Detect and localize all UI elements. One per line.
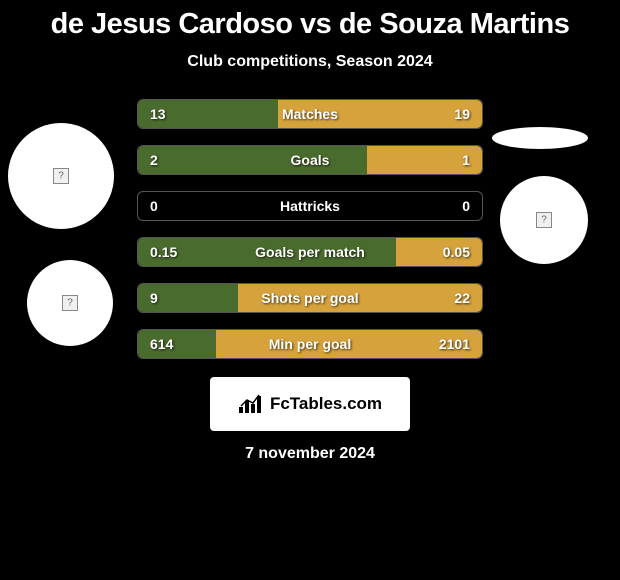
stat-value-left: 9 [150, 290, 158, 306]
stat-value-right: 0 [462, 198, 470, 214]
image-placeholder-icon [536, 212, 552, 228]
subtitle: Club competitions, Season 2024 [0, 53, 620, 71]
player-left-avatar-primary [8, 123, 114, 229]
player-right-avatar-secondary [500, 176, 588, 264]
stat-label: Hattricks [280, 198, 340, 214]
logo-text: FcTables.com [270, 394, 382, 414]
stat-value-right: 1 [462, 152, 470, 168]
stat-value-left: 2 [150, 152, 158, 168]
stat-value-left: 0.15 [150, 244, 177, 260]
stats-list: 13 Matches 19 2 Goals 1 0 Hattricks 0 0.15 Goals p… [137, 99, 483, 359]
stat-row: 2 Goals 1 [137, 145, 483, 175]
stat-value-right: 22 [454, 290, 470, 306]
date-label: 7 november 2024 [0, 445, 620, 463]
stat-row: 13 Matches 19 [137, 99, 483, 129]
stat-value-right: 0.05 [443, 244, 470, 260]
stat-value-left: 0 [150, 198, 158, 214]
comparison-card: de Jesus Cardoso vs de Souza Martins Clu… [0, 0, 620, 580]
stat-value-left: 614 [150, 336, 173, 352]
image-placeholder-icon [53, 168, 69, 184]
player-right-avatar-primary [492, 127, 588, 149]
bar-left [138, 146, 367, 174]
page-title: de Jesus Cardoso vs de Souza Martins [0, 8, 620, 41]
stat-row: 9 Shots per goal 22 [137, 283, 483, 313]
stat-label: Goals [291, 152, 330, 168]
image-placeholder-icon [62, 295, 78, 311]
stat-label: Min per goal [269, 336, 351, 352]
fctables-logo[interactable]: FcTables.com [210, 377, 410, 431]
stat-label: Matches [282, 106, 338, 122]
stat-label: Goals per match [255, 244, 365, 260]
stat-value-left: 13 [150, 106, 166, 122]
stat-label: Shots per goal [261, 290, 358, 306]
stat-row: 614 Min per goal 2101 [137, 329, 483, 359]
stat-row: 0.15 Goals per match 0.05 [137, 237, 483, 267]
stat-value-right: 19 [454, 106, 470, 122]
stat-row: 0 Hattricks 0 [137, 191, 483, 221]
stat-value-right: 2101 [439, 336, 470, 352]
bar-chart-icon [238, 393, 264, 415]
player-left-avatar-secondary [27, 260, 113, 346]
